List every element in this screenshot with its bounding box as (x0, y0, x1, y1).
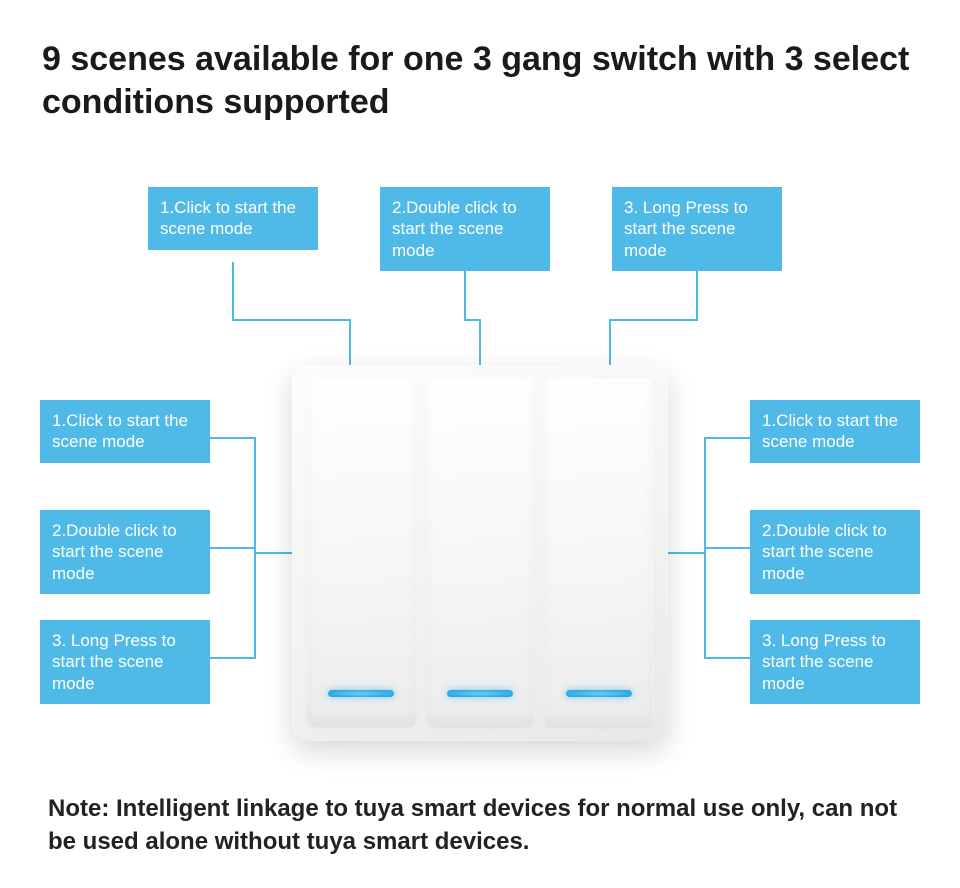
led-indicator (566, 690, 632, 697)
gang-3 (543, 379, 654, 727)
callout-right-1: 1.Click to start the scene mode (750, 400, 920, 463)
callout-top-3: 3. Long Press to start the scene mode (612, 187, 782, 271)
callout-top-1: 1.Click to start the scene mode (148, 187, 318, 250)
callout-right-3: 3. Long Press to start the scene mode (750, 620, 920, 704)
page-title: 9 scenes available for one 3 gang switch… (42, 38, 918, 123)
gang-1 (306, 379, 417, 727)
callout-right-2: 2.Double click to start the scene mode (750, 510, 920, 594)
callout-left-2: 2.Double click to start the scene mode (40, 510, 210, 594)
callout-left-3: 3. Long Press to start the scene mode (40, 620, 210, 704)
gang-2 (425, 379, 536, 727)
footer-note: Note: Intelligent linkage to tuya smart … (48, 793, 912, 858)
callout-left-1: 1.Click to start the scene mode (40, 400, 210, 463)
led-indicator (328, 690, 394, 697)
led-indicator (447, 690, 513, 697)
callout-top-2: 2.Double click to start the scene mode (380, 187, 550, 271)
three-gang-switch (292, 365, 668, 741)
